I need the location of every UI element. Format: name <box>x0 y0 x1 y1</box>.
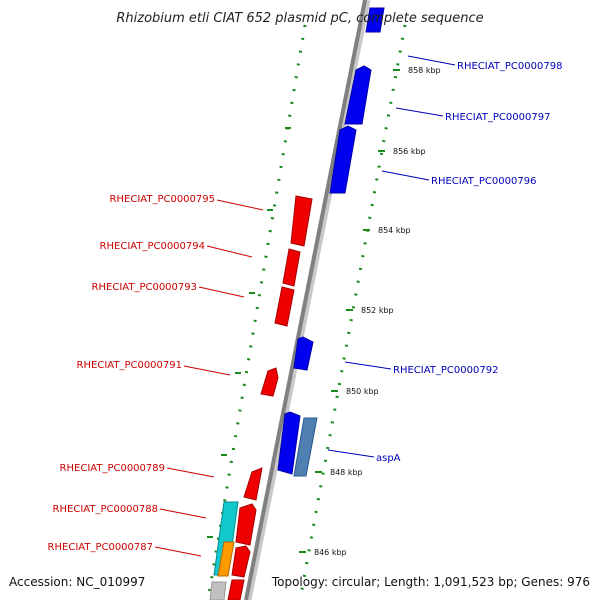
gene-rheciat-pc0000795[interactable] <box>290 195 313 247</box>
gene-rheciat-pc0000788[interactable] <box>235 503 257 546</box>
label-rheciat-pc0000796[interactable]: RHECIAT_PC0000796 <box>431 176 536 187</box>
label-rheciat-pc0000791[interactable]: RHECIAT_PC0000791 <box>77 360 182 371</box>
leader-line <box>206 245 253 258</box>
gene-red-bottom[interactable] <box>227 579 245 600</box>
leader-line <box>381 170 430 181</box>
tick-label: 848 kbp <box>330 468 363 477</box>
gene-rheciat-pc0000793[interactable] <box>274 286 295 327</box>
label-rheciat-pc0000788[interactable]: RHECIAT_PC0000788 <box>53 504 158 515</box>
leader-line <box>166 467 215 478</box>
label-rheciat-pc0000798[interactable]: RHECIAT_PC0000798 <box>457 61 562 72</box>
leader-line <box>154 546 202 557</box>
label-rheciat-pc0000793[interactable]: RHECIAT_PC0000793 <box>92 282 197 293</box>
leader-line <box>395 107 444 117</box>
gene-rheciat-pc0000787[interactable] <box>231 545 251 578</box>
tick-label: 846 kbp <box>314 548 347 557</box>
label-aspa[interactable]: aspA <box>376 453 401 464</box>
tick-label: 854 kbp <box>378 226 411 235</box>
sequence-backbone <box>244 0 367 600</box>
leader-line <box>198 286 245 298</box>
gene-rheciat-pc0000792[interactable] <box>293 336 314 371</box>
gene-rheciat-pc0000798[interactable] <box>365 7 385 33</box>
gene-aspa-highlight[interactable] <box>293 417 318 477</box>
tick-label: 850 kbp <box>346 387 379 396</box>
leader-line <box>159 508 207 519</box>
leader-line <box>407 55 456 66</box>
label-rheciat-pc0000795[interactable]: RHECIAT_PC0000795 <box>110 194 215 205</box>
tick-label: 852 kbp <box>361 306 394 315</box>
outer-tick-marks: 858 kbp 856 kbp 854 kbp 852 kbp 850 kbp 848 k… <box>299 66 441 557</box>
gene-aspa[interactable] <box>277 411 301 475</box>
inner-tick-marks <box>207 127 291 538</box>
leader-line <box>183 365 231 376</box>
label-rheciat-pc0000789[interactable]: RHECIAT_PC0000789 <box>60 463 165 474</box>
leader-line <box>344 361 392 370</box>
gene-rheciat-pc0000796[interactable] <box>329 125 357 194</box>
tick-label: 858 kbp <box>408 66 441 75</box>
label-rheciat-pc0000797[interactable]: RHECIAT_PC0000797 <box>445 112 550 123</box>
label-rheciat-pc0000794[interactable]: RHECIAT_PC0000794 <box>100 241 205 252</box>
page-title: Rhizobium etli CIAT 652 plasmid pC, comp… <box>116 11 483 26</box>
gene-rheciat-pc0000789[interactable] <box>243 467 263 501</box>
leader-lines <box>154 55 456 557</box>
gene-rheciat-pc0000791[interactable] <box>260 367 279 397</box>
gene-rheciat-pc0000797[interactable] <box>344 65 372 125</box>
label-rheciat-pc0000787[interactable]: RHECIAT_PC0000787 <box>48 542 153 553</box>
gene-rheciat-pc0000794[interactable] <box>282 248 301 287</box>
leader-line <box>327 449 375 458</box>
feature-orange[interactable] <box>217 541 235 577</box>
summary-text: Topology: circular; Length: 1,091,523 bp… <box>271 575 590 589</box>
accession-text: Accession: NC_010997 <box>9 575 145 589</box>
tick-label: 856 kbp <box>393 147 426 156</box>
label-rheciat-pc0000792[interactable]: RHECIAT_PC0000792 <box>393 365 498 376</box>
feature-gray <box>209 581 227 600</box>
leader-line <box>216 199 264 211</box>
